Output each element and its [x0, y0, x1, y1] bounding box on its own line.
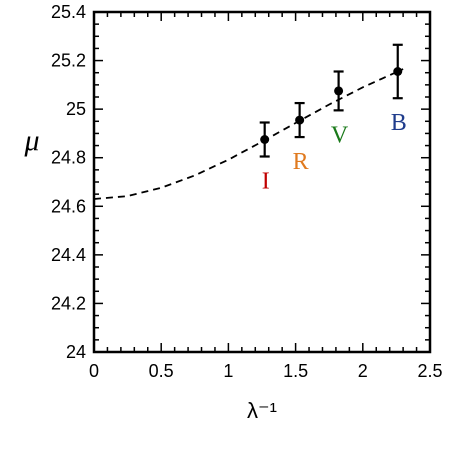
- data-point: [334, 86, 344, 96]
- y-tick-label: 24: [66, 342, 86, 362]
- point-label: V: [331, 122, 349, 148]
- x-tick-label: 0: [89, 361, 99, 381]
- point-label: I: [262, 169, 270, 195]
- data-point: [295, 115, 305, 125]
- y-tick-label: 24.8: [51, 148, 86, 168]
- x-tick-label: 0.5: [149, 361, 174, 381]
- y-axis-title: μ: [23, 124, 39, 157]
- y-tick-label: 24.6: [51, 196, 86, 216]
- y-tick-label: 24.4: [51, 245, 86, 265]
- point-label: R: [293, 149, 309, 175]
- fit-curve: [93, 68, 404, 200]
- data-point: [393, 67, 403, 76]
- x-tick-label: 2: [358, 361, 368, 381]
- tick-labels: 0 0.5 1 1.5 2 2.5 24 24.2 24.4 24.6 24.8 25 25.2 25.4: [51, 2, 443, 381]
- x-axis-title: λ⁻¹: [247, 398, 277, 423]
- x-tick-label: 1: [223, 361, 233, 381]
- data-point: [260, 135, 270, 144]
- point-label: B: [391, 110, 407, 136]
- y-tick-label: 25: [66, 99, 86, 119]
- tick-marks: [93, 11, 431, 353]
- y-tick-label: 25.4: [51, 2, 86, 22]
- x-tick-label: 2.5: [417, 361, 442, 381]
- data-points: IRV B: [259, 43, 407, 195]
- y-tick-label: 25.2: [51, 51, 86, 71]
- x-tick-label: 1.5: [283, 361, 308, 381]
- y-tick-label: 24.2: [51, 293, 86, 313]
